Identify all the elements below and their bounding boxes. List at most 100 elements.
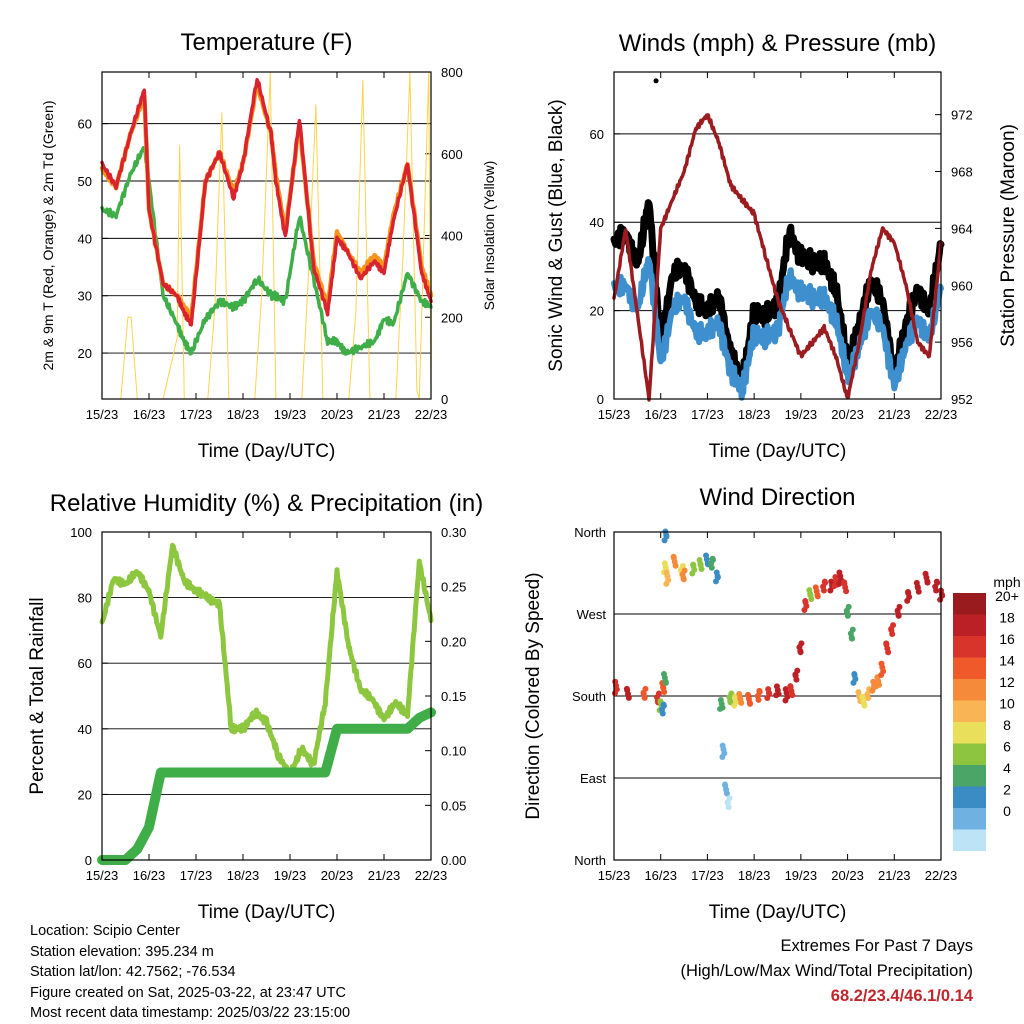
direction-point bbox=[696, 557, 703, 564]
y-tick-label-left-1: 0 bbox=[597, 392, 604, 407]
colorbar-swatch bbox=[953, 808, 986, 830]
x-tick-label-3: 15/23 bbox=[598, 868, 631, 883]
direction-point bbox=[624, 687, 631, 694]
direction-point bbox=[773, 692, 780, 699]
direction-point bbox=[914, 584, 921, 591]
y-tick-label-right-0: 200 bbox=[441, 310, 463, 325]
plot-border-0 bbox=[101, 71, 432, 400]
direction-point bbox=[732, 695, 739, 702]
direction-point bbox=[663, 533, 670, 540]
direction-point bbox=[848, 635, 855, 642]
y-tick-label-left-2: 80 bbox=[78, 591, 92, 606]
y-tick-label-direction: West bbox=[577, 607, 607, 622]
series-line-pressure bbox=[612, 113, 943, 402]
y-tick-label-right-2: 0.10 bbox=[441, 744, 466, 759]
x-tick-label-0: 20/23 bbox=[321, 407, 354, 422]
x-tick-label-0: 21/23 bbox=[368, 407, 401, 422]
direction-point bbox=[807, 592, 814, 599]
direction-point bbox=[717, 697, 724, 704]
y-tick-label-right-2: 0.30 bbox=[441, 525, 466, 540]
direction-point bbox=[794, 667, 801, 674]
x-tick-label-1: 15/23 bbox=[598, 407, 631, 422]
direction-point bbox=[655, 690, 662, 697]
direction-point bbox=[737, 696, 744, 703]
y-tick-label-left-2: 0 bbox=[85, 853, 92, 868]
y-tick-label-right-1: 956 bbox=[951, 335, 973, 350]
x-tick-label-2: 21/23 bbox=[368, 868, 401, 883]
y-tick-label-left-1: 60 bbox=[590, 127, 604, 142]
direction-point bbox=[883, 641, 890, 648]
y-tick-label-left-0: 20 bbox=[78, 346, 92, 361]
series-line-precip bbox=[97, 707, 436, 865]
y-axis-label-left-3: Direction (Colored By Speed) bbox=[523, 572, 544, 819]
direction-point bbox=[806, 587, 813, 594]
colorbar-label: 20+ bbox=[995, 588, 1019, 604]
chart-title-2: Relative Humidity (%) & Precipitation (i… bbox=[50, 490, 483, 517]
x-tick-label-1: 22/23 bbox=[925, 407, 958, 422]
y-tick-label-left-2: 40 bbox=[78, 722, 92, 737]
extremes-box: Extremes For Past 7 Days (High/Low/Max W… bbox=[680, 934, 973, 1009]
direction-point bbox=[814, 593, 821, 600]
y-tick-label-right-2: 0.05 bbox=[441, 798, 466, 813]
direction-point bbox=[722, 782, 729, 789]
direction-point bbox=[670, 555, 677, 562]
y-tick-label-right-0: 800 bbox=[441, 65, 463, 80]
colorbar-label: 2 bbox=[1003, 782, 1011, 798]
direction-point bbox=[924, 579, 931, 586]
x-tick-label-0: 18/23 bbox=[227, 407, 260, 422]
direction-point bbox=[888, 627, 895, 634]
direction-point bbox=[792, 672, 799, 679]
y-tick-label-left-0: 60 bbox=[78, 117, 92, 132]
direction-point bbox=[697, 562, 704, 569]
series-line-rh bbox=[99, 542, 434, 778]
y-tick-label-left-2: 20 bbox=[78, 787, 92, 802]
y-tick-label-right-0: 400 bbox=[441, 229, 463, 244]
direction-point bbox=[845, 603, 852, 610]
y-tick-label-left-1: 40 bbox=[590, 215, 604, 230]
colorbar-swatch bbox=[953, 679, 986, 701]
series-line-wind bbox=[611, 256, 944, 401]
extremes-values: 68.2/23.4/46.1/0.14 bbox=[830, 987, 973, 1005]
y-tick-label-direction: North bbox=[574, 853, 606, 868]
colorbar-label: 6 bbox=[1003, 739, 1011, 755]
x-tick-label-2: 17/23 bbox=[180, 868, 213, 883]
direction-point bbox=[713, 569, 720, 576]
y-tick-label-left-0: 50 bbox=[78, 174, 92, 189]
x-tick-label-1: 21/23 bbox=[878, 407, 911, 422]
direction-point bbox=[690, 562, 697, 569]
direction-point bbox=[890, 622, 897, 629]
direction-point bbox=[681, 567, 688, 574]
x-tick-label-1: 18/23 bbox=[738, 407, 771, 422]
x-tick-label-3: 18/23 bbox=[738, 868, 771, 883]
gust-outlier-point bbox=[653, 78, 659, 84]
direction-point bbox=[841, 580, 848, 587]
direction-point bbox=[913, 579, 920, 586]
x-tick-label-1: 19/23 bbox=[785, 407, 818, 422]
x-tick-label-3: 17/23 bbox=[691, 868, 724, 883]
station-location: Location: Scipio Center bbox=[30, 923, 180, 939]
station-latlon: Station lat/lon: 42.7562; -76.534 bbox=[30, 964, 236, 980]
direction-point bbox=[640, 690, 647, 697]
y-axis-label-left-0: 2m & 9m T (Red, Orange) & 2m Td (Green) bbox=[40, 101, 56, 371]
direction-point bbox=[855, 689, 862, 696]
direction-point bbox=[939, 592, 946, 599]
x-tick-label-3: 20/23 bbox=[831, 868, 864, 883]
direction-point bbox=[642, 685, 649, 692]
y-tick-label-left-0: 40 bbox=[78, 231, 92, 246]
direction-point bbox=[747, 700, 754, 707]
direction-point bbox=[709, 557, 716, 564]
y-tick-label-right-2: 0.20 bbox=[441, 634, 466, 649]
colorbar-label: 12 bbox=[999, 674, 1015, 690]
y-tick-label-right-1: 972 bbox=[951, 108, 973, 123]
direction-point bbox=[660, 670, 667, 677]
direction-point bbox=[822, 579, 829, 586]
x-tick-label-3: 19/23 bbox=[785, 868, 818, 883]
direction-point bbox=[861, 702, 868, 709]
direction-point bbox=[680, 576, 687, 583]
colorbar-label: 8 bbox=[1003, 717, 1011, 733]
direction-point bbox=[896, 603, 903, 610]
colorbar-swatch bbox=[953, 700, 986, 722]
x-tick-label-0: 22/23 bbox=[415, 407, 448, 422]
y-tick-label-direction: North bbox=[574, 525, 606, 540]
figure-created: Figure created on Sat, 2025-03-22, at 23… bbox=[30, 984, 346, 1001]
